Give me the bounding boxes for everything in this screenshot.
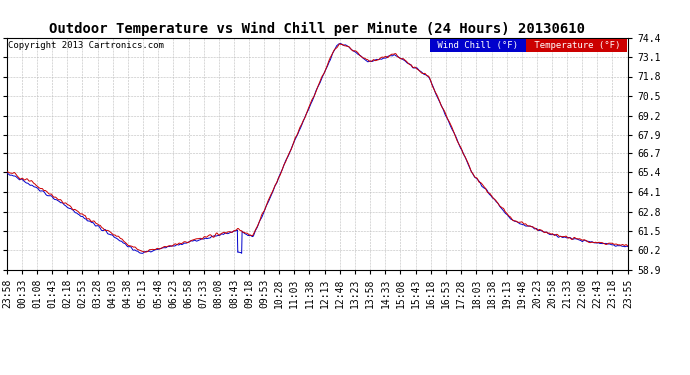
Text: Wind Chill (°F): Wind Chill (°F): [432, 41, 524, 50]
Text: Temperature (°F): Temperature (°F): [529, 41, 625, 50]
Text: Copyright 2013 Cartronics.com: Copyright 2013 Cartronics.com: [8, 41, 164, 50]
Title: Outdoor Temperature vs Wind Chill per Minute (24 Hours) 20130610: Outdoor Temperature vs Wind Chill per Mi…: [50, 22, 585, 36]
